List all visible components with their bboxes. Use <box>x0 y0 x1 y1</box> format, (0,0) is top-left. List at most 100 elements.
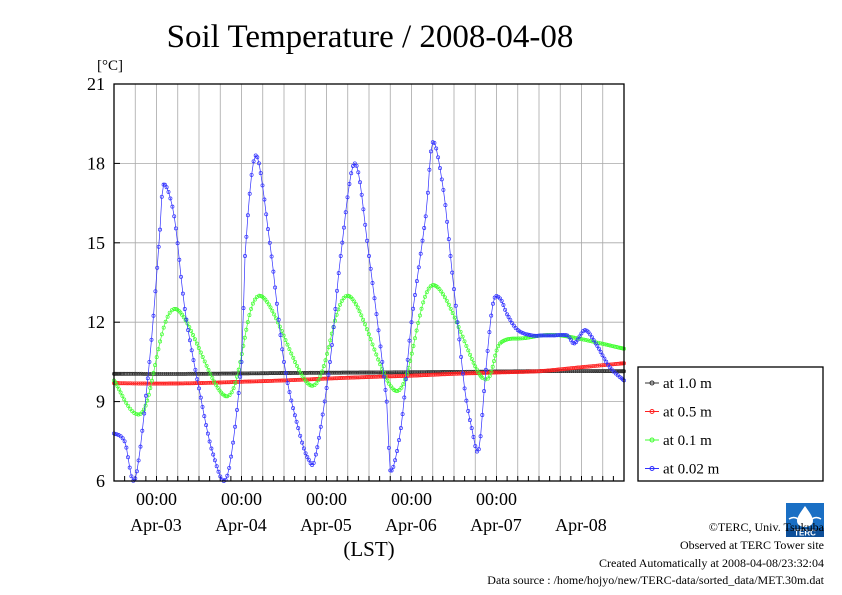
data-point <box>156 347 161 352</box>
data-point <box>313 452 318 457</box>
data-point <box>577 334 582 339</box>
data-point <box>457 371 462 376</box>
data-point <box>118 371 123 376</box>
data-point <box>187 338 192 343</box>
data-point <box>608 343 613 348</box>
y-axis-unit: [°C] <box>97 58 123 74</box>
data-point <box>262 197 267 202</box>
data-point <box>321 364 326 369</box>
data-point <box>441 292 445 297</box>
data-point <box>457 337 462 342</box>
data-point <box>374 312 379 317</box>
data-point <box>166 189 171 194</box>
data-point <box>395 389 400 393</box>
x-time-label: 00:00 <box>136 489 177 509</box>
data-point <box>187 371 192 376</box>
x-tick-labels: 00:00 00:00 00:00 00:00 00:00 Apr-03 Apr-04 Apr… <box>130 489 607 535</box>
data-point <box>278 333 283 338</box>
data-point <box>552 333 557 338</box>
data-point <box>547 333 552 338</box>
data-point <box>137 371 142 376</box>
data-point <box>445 219 450 224</box>
data-point <box>157 371 162 376</box>
data-point <box>124 381 129 386</box>
data-point <box>466 348 471 353</box>
data-point <box>367 254 371 258</box>
data-point <box>581 337 586 342</box>
data-point <box>182 381 187 386</box>
data-point <box>503 307 508 312</box>
data-point <box>480 370 485 375</box>
data-point <box>207 439 212 444</box>
data-point <box>554 333 559 338</box>
data-point <box>132 411 137 415</box>
data-point <box>280 378 285 383</box>
data-point <box>167 310 172 315</box>
data-point <box>462 339 467 344</box>
data-point <box>513 326 518 331</box>
data-point <box>464 343 469 348</box>
data-point <box>183 318 188 323</box>
created-text: Created Automatically at 2008-04-08/23:3… <box>599 556 824 570</box>
data-point <box>147 359 152 364</box>
data-point <box>136 458 141 463</box>
data-point <box>155 371 160 376</box>
data-point <box>529 333 534 338</box>
data-point <box>482 389 487 394</box>
data-point <box>274 378 279 383</box>
data-point <box>370 342 375 347</box>
legend-label: at 1.0 m <box>663 376 712 392</box>
data-point <box>255 371 260 376</box>
data-point <box>347 370 352 375</box>
data-point <box>494 348 499 353</box>
data-point <box>352 161 357 166</box>
data-point <box>189 371 194 376</box>
data-point <box>609 367 614 372</box>
data-point <box>328 376 332 381</box>
data-point <box>283 338 288 343</box>
data-point <box>134 412 139 417</box>
data-point <box>305 370 309 375</box>
logo-text: TERC <box>794 529 816 538</box>
data-point <box>529 369 534 374</box>
data-point <box>374 352 379 357</box>
data-point <box>452 315 457 320</box>
data-point <box>510 320 514 325</box>
data-point <box>540 368 545 373</box>
data-point <box>349 171 354 176</box>
data-point <box>212 379 217 384</box>
data-point <box>145 371 150 376</box>
data-point <box>338 254 343 258</box>
data-point <box>600 341 605 346</box>
data-point <box>535 369 540 374</box>
data-point <box>292 413 297 418</box>
data-point <box>333 307 338 311</box>
data-point <box>376 357 381 362</box>
data-point <box>297 377 302 382</box>
data-point <box>258 171 263 176</box>
data-point <box>390 374 394 379</box>
data-point <box>320 412 325 417</box>
data-point <box>251 159 256 164</box>
data-point <box>296 426 301 431</box>
data-point <box>214 382 218 387</box>
data-point <box>469 356 474 361</box>
data-point <box>215 385 220 390</box>
data-point <box>405 357 410 362</box>
data-point <box>202 371 207 376</box>
data-point <box>257 371 262 376</box>
x-axis-label: (LST) <box>343 537 394 561</box>
data-point <box>584 369 589 374</box>
data-point <box>227 393 232 398</box>
data-point <box>599 363 604 368</box>
data-point <box>359 370 364 375</box>
data-point <box>417 313 422 318</box>
data-point <box>189 381 194 386</box>
data-point <box>244 327 249 332</box>
data-point <box>285 381 290 385</box>
data-point <box>352 375 357 380</box>
data-point <box>250 371 255 376</box>
data-point <box>257 379 262 384</box>
data-point <box>359 192 364 197</box>
data-point <box>287 390 292 395</box>
